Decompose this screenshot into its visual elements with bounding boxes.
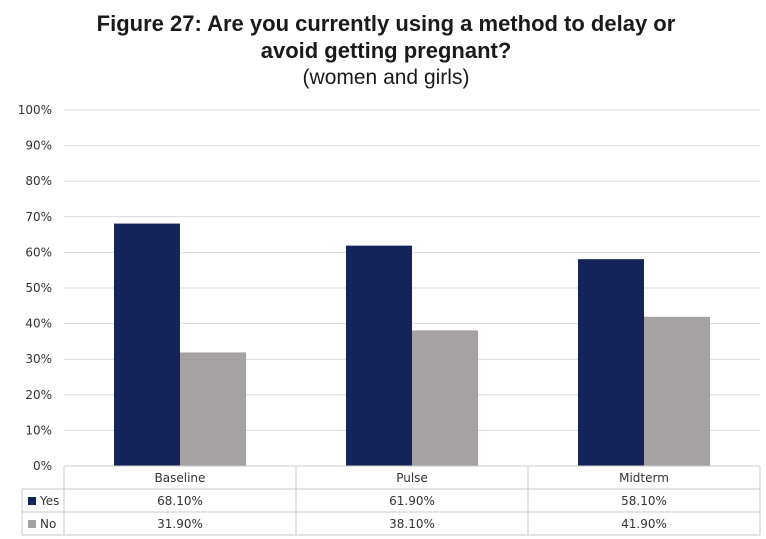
y-tick-label: 90% xyxy=(25,139,52,153)
y-tick-label: 40% xyxy=(25,317,52,331)
chart-title-line-1: Figure 27: Are you currently using a met… xyxy=(97,11,676,36)
data-label: 38.10% xyxy=(389,517,435,531)
category-label: Pulse xyxy=(396,471,428,485)
y-tick-label: 0% xyxy=(33,459,52,473)
data-table: Baseline Pulse Midterm Yes 68.10% 61.90% 58.10… xyxy=(21,465,761,536)
bar-yes-pulse xyxy=(346,245,412,466)
legend-swatch-yes xyxy=(28,497,36,505)
data-label: 41.90% xyxy=(621,517,667,531)
category-label: Baseline xyxy=(155,471,206,485)
y-tick-label: 10% xyxy=(25,423,52,437)
y-tick-label: 50% xyxy=(25,281,52,295)
chart-subtitle: (women and girls) xyxy=(303,66,470,89)
data-label: 58.10% xyxy=(621,494,667,508)
data-label: 31.90% xyxy=(157,517,203,531)
y-tick-label: 70% xyxy=(25,210,52,224)
y-tick-label: 60% xyxy=(25,245,52,259)
y-tick-label: 100% xyxy=(18,103,52,117)
legend-swatch-no xyxy=(28,520,36,528)
y-tick-label: 80% xyxy=(25,174,52,188)
bar-no-baseline xyxy=(180,352,246,466)
legend-label-yes: Yes xyxy=(39,494,59,508)
y-tick-label: 20% xyxy=(25,388,52,402)
category-label: Midterm xyxy=(619,471,669,485)
bar-yes-baseline xyxy=(114,223,180,466)
bar-yes-midterm xyxy=(578,259,644,466)
bars xyxy=(114,223,710,466)
y-axis-tick-labels: 0% 10% 20% 30% 40% 50% 60% 70% 80% 90% 100% xyxy=(18,103,52,473)
y-tick-label: 30% xyxy=(25,352,52,366)
chart-title-line-2: avoid getting pregnant? xyxy=(261,38,512,63)
data-label: 68.10% xyxy=(157,494,203,508)
bar-no-pulse xyxy=(412,330,478,466)
bar-no-midterm xyxy=(644,316,710,466)
data-label: 61.90% xyxy=(389,494,435,508)
legend-label-no: No xyxy=(40,517,56,531)
